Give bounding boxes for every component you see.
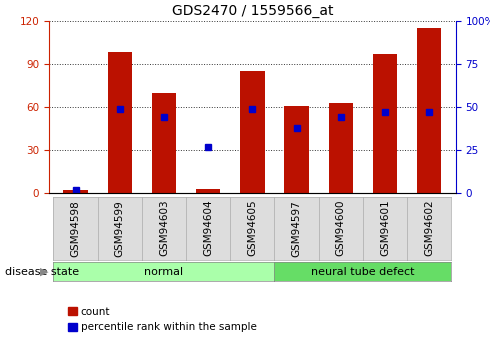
Legend: count, percentile rank within the sample: count, percentile rank within the sample (64, 303, 261, 336)
Text: GSM94601: GSM94601 (380, 200, 390, 256)
Text: normal: normal (145, 267, 183, 277)
Text: GSM94604: GSM94604 (203, 200, 213, 256)
Text: GSM94600: GSM94600 (336, 200, 346, 256)
Bar (108, 52, 132, 193)
Bar (284, 106, 309, 193)
Title: GDS2470 / 1559566_at: GDS2470 / 1559566_at (172, 4, 333, 18)
Text: GSM94605: GSM94605 (247, 200, 257, 256)
Text: ▶: ▶ (40, 267, 49, 277)
Bar (329, 103, 353, 193)
Text: neural tube defect: neural tube defect (311, 267, 415, 277)
Bar (373, 54, 397, 193)
Text: GSM94603: GSM94603 (159, 200, 169, 256)
Bar (240, 71, 265, 193)
Bar (417, 28, 441, 193)
Text: disease state: disease state (5, 267, 79, 277)
Text: GSM94602: GSM94602 (424, 200, 434, 256)
Text: GSM94599: GSM94599 (115, 200, 125, 257)
Bar (152, 92, 176, 193)
Text: GSM94597: GSM94597 (292, 200, 301, 257)
Bar (196, 189, 220, 193)
Text: GSM94598: GSM94598 (71, 200, 80, 257)
Bar (63, 190, 88, 193)
